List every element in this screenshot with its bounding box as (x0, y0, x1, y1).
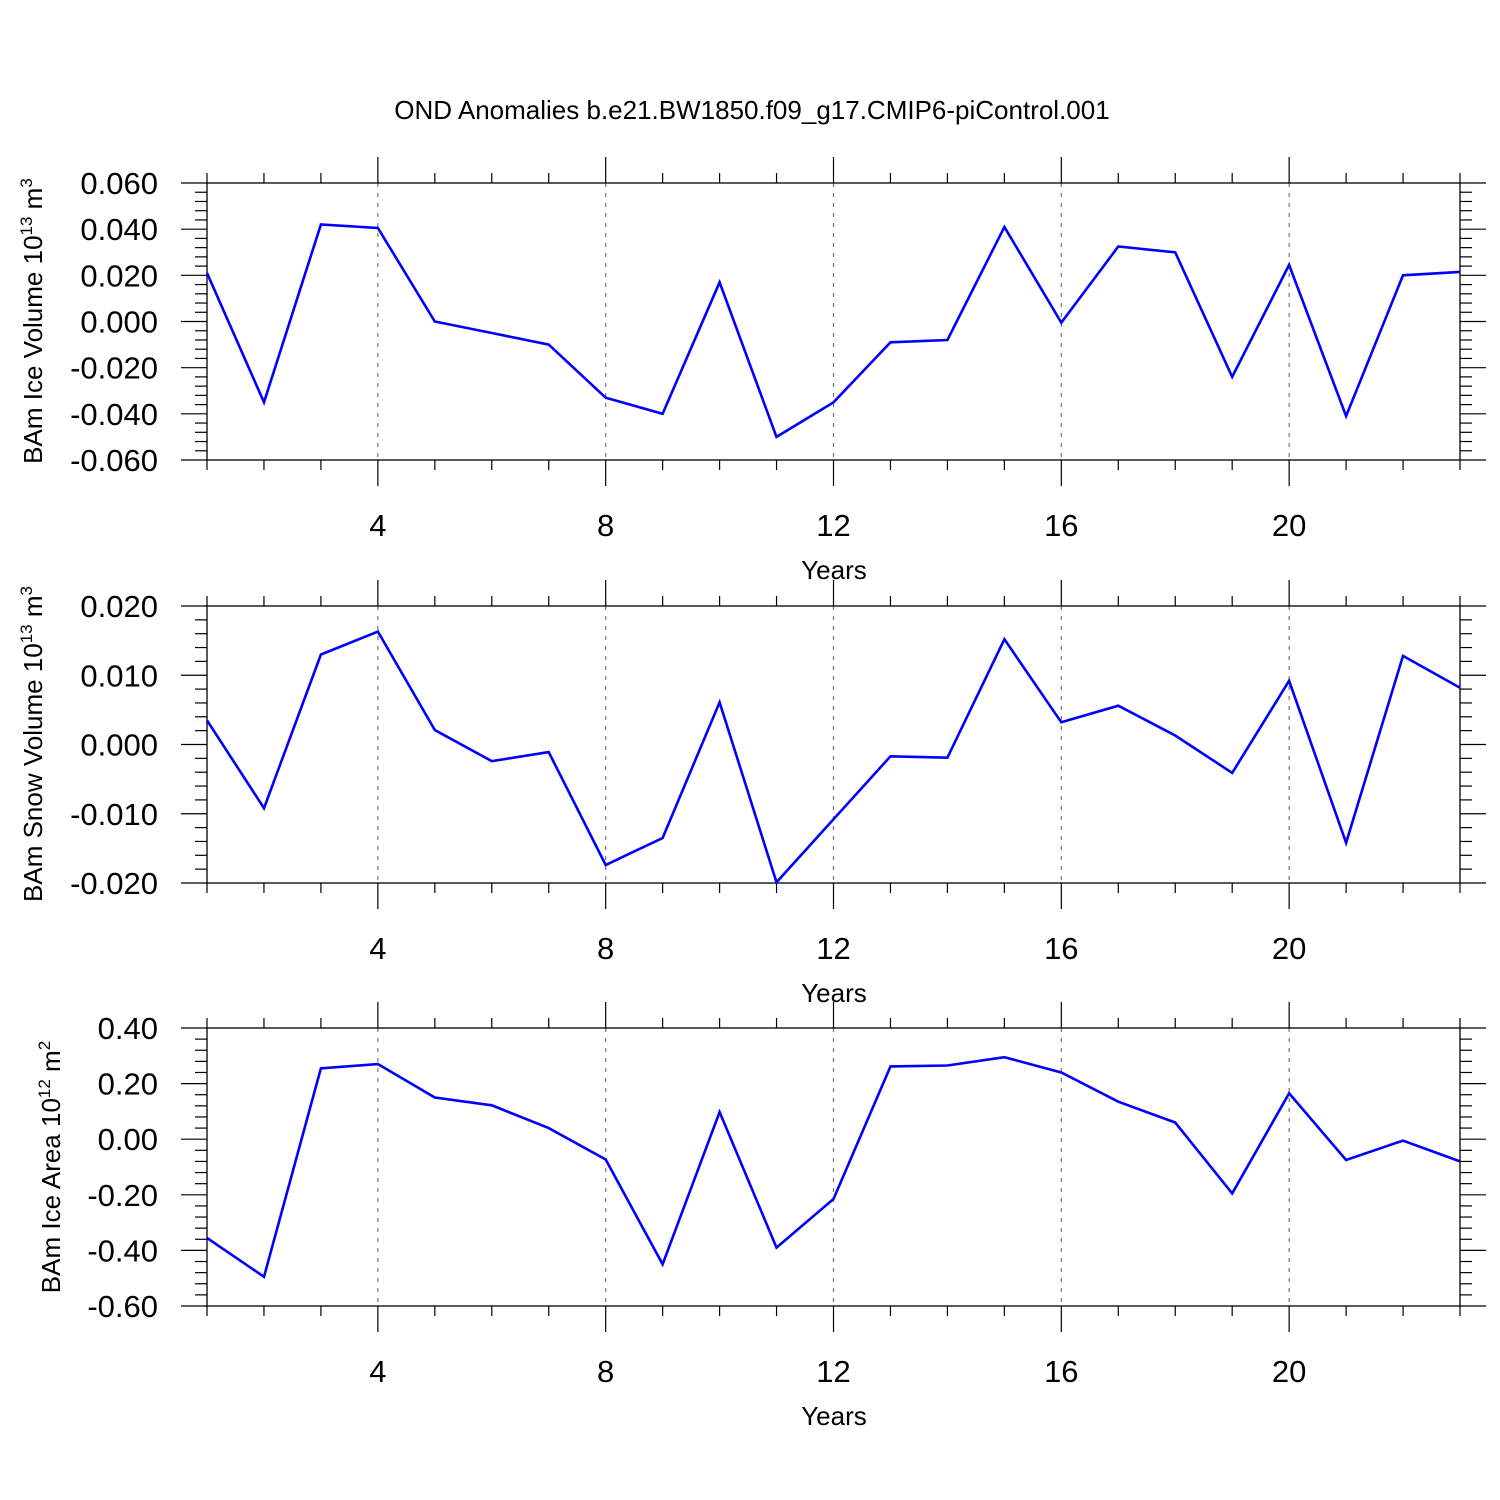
x-tick-label: 20 (1272, 1354, 1306, 1389)
y-tick-label: -0.60 (87, 1289, 158, 1324)
y-axis-label-part: m (36, 1050, 66, 1079)
x-tick-label: 20 (1272, 508, 1306, 543)
y-tick-label: -0.020 (70, 866, 158, 901)
y-axis-label-superscript: 12 (35, 1079, 54, 1098)
y-tick-label: 0.20 (98, 1067, 158, 1102)
x-tick-label: 16 (1044, 931, 1078, 966)
y-tick-label: -0.20 (87, 1178, 158, 1213)
y-axis-label: BAm Ice Area 1012 m2 (35, 1041, 66, 1293)
y-axis-label-superscript: 2 (35, 1041, 54, 1050)
series-line (206, 1055, 1461, 1279)
panel-ice-area: 4 8 12 16 20 -0.60 -0.40 -0.20 0.00 0.20 0.40 Years… (35, 1002, 1486, 1431)
y-tick-label: -0.040 (70, 397, 158, 432)
y-tick-label: 0.000 (80, 728, 158, 763)
y-tick-label: 0.040 (80, 212, 158, 247)
x-tick-label: 4 (369, 931, 386, 966)
y-axis-label-superscript: 3 (17, 178, 36, 187)
y-tick-label: 0.020 (80, 258, 158, 293)
y-tick-label: -0.010 (70, 797, 158, 832)
y-tick-label: 0.40 (98, 1011, 158, 1046)
y-axis-label-superscript: 3 (17, 586, 36, 595)
x-tick-label: 12 (816, 931, 850, 966)
x-tick-label: 12 (816, 508, 850, 543)
x-tick-label: 8 (597, 508, 614, 543)
y-axis-label-part: m (18, 188, 48, 217)
x-tick-label: 8 (597, 1354, 614, 1389)
y-axis-label: BAm Snow Volume 1013 m3 (17, 586, 48, 902)
y-axis-label-part: m (18, 595, 48, 624)
y-tick-label: 0.00 (98, 1122, 158, 1157)
y-tick-label: 0.060 (80, 166, 158, 201)
y-tick-label: 0.000 (80, 305, 158, 340)
x-tick-label: 4 (369, 1354, 386, 1389)
y-axis-label-part: BAm Snow Volume 10 (18, 643, 48, 902)
y-tick-label: -0.020 (70, 351, 158, 386)
figure-title: OND Anomalies b.e21.BW1850.f09_g17.CMIP6… (394, 95, 1109, 125)
x-tick-label: 16 (1044, 1354, 1078, 1389)
x-axis-label: Years (801, 1401, 867, 1431)
x-tick-label: 12 (816, 1354, 850, 1389)
y-axis-label: BAm Ice Volume 1013 m3 (17, 178, 48, 464)
y-axis-label-superscript: 13 (17, 217, 36, 236)
y-axis-label-part: BAm Ice Area 10 (36, 1098, 66, 1293)
panel-ice-volume: 4 8 12 16 20 -0.060 -0.040 -0.020 0.000 0.020 0.04… (17, 157, 1486, 585)
series-line (205, 629, 1461, 885)
y-tick-label: 0.020 (80, 589, 158, 624)
y-tick-label: -0.060 (70, 443, 158, 478)
x-tick-label: 20 (1272, 931, 1306, 966)
y-tick-label: -0.40 (87, 1233, 158, 1268)
y-axis-label-superscript: 13 (17, 624, 36, 643)
panel-snow-volume: 4 8 12 16 20-0.020-0.0100.0000.0100.020Years… (17, 580, 1486, 1008)
y-axis-label-part: BAm Ice Volume 10 (18, 235, 48, 463)
x-tick-label: 4 (369, 508, 386, 543)
y-tick-label: 0.010 (80, 658, 158, 693)
x-tick-label: 8 (597, 931, 614, 966)
x-tick-label: 16 (1044, 508, 1078, 543)
